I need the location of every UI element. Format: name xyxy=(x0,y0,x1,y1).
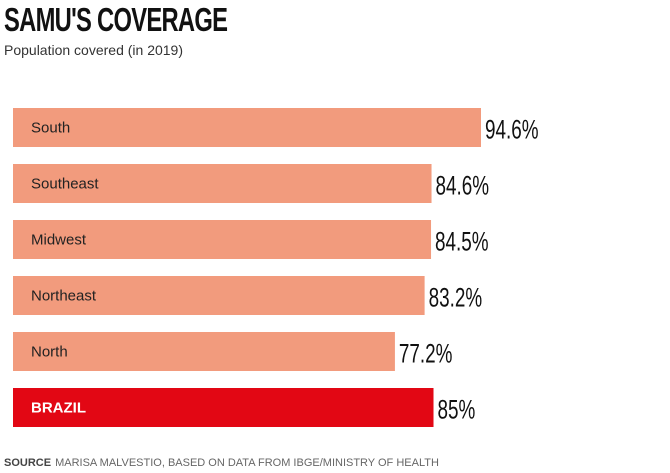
bar-label-north: North xyxy=(31,344,68,361)
chart-subtitle: Population covered (in 2019) xyxy=(4,42,184,58)
bar-north xyxy=(13,332,395,371)
source-text: MARISA MALVESTIO, BASED ON DATA FROM IBG… xyxy=(55,457,439,469)
bar-label-south: South xyxy=(31,120,70,137)
bar-label-northeast: Northeast xyxy=(31,288,97,305)
bar-label-southeast: Southeast xyxy=(31,176,99,193)
bar-label-brazil: BRAZIL xyxy=(31,400,86,417)
source-note: SOURCE MARISA MALVESTIO, BASED ON DATA FR… xyxy=(4,457,439,469)
value-label-midwest: 84.5% xyxy=(435,226,489,256)
value-label-southeast: 84.6% xyxy=(436,170,490,200)
bar-south xyxy=(13,108,481,147)
chart-title: SAMU'S COVERAGE xyxy=(4,1,228,38)
bar-southeast xyxy=(13,164,432,203)
bar-label-midwest: Midwest xyxy=(31,232,87,249)
value-label-south: 94.6% xyxy=(485,114,539,144)
value-label-northeast: 83.2% xyxy=(429,282,483,312)
bar-midwest xyxy=(13,220,432,259)
value-label-brazil: 85% xyxy=(438,394,476,424)
source-key: SOURCE xyxy=(4,457,52,469)
value-label-north: 77.2% xyxy=(399,338,453,368)
bar-northeast xyxy=(13,276,425,315)
bar-brazil xyxy=(13,388,434,427)
